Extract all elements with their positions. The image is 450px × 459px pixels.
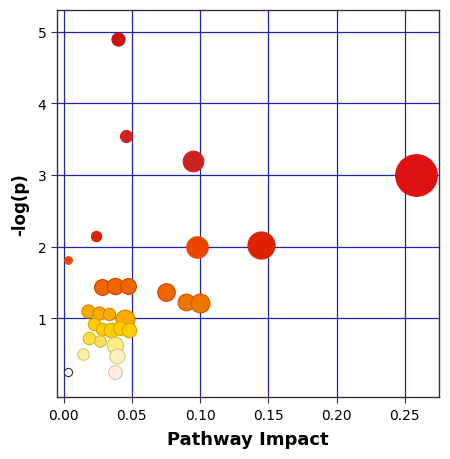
Point: [258, 242, 265, 249]
Point: [98, 284, 105, 291]
Point: [122, 316, 129, 323]
Point: [126, 326, 133, 334]
Point: [115, 36, 122, 43]
Point: [113, 352, 121, 359]
Point: [189, 157, 197, 165]
Point: [412, 172, 419, 179]
Point: [112, 369, 119, 376]
X-axis label: Pathway Impact: Pathway Impact: [167, 430, 328, 448]
Point: [112, 283, 119, 290]
Point: [64, 369, 71, 376]
Point: [194, 243, 201, 251]
Point: [123, 133, 130, 140]
Point: [116, 325, 123, 332]
Point: [95, 309, 103, 317]
Point: [105, 311, 112, 318]
Point: [90, 321, 97, 328]
Point: [85, 308, 92, 315]
Point: [124, 283, 131, 290]
Point: [162, 288, 170, 296]
Point: [97, 337, 104, 344]
Point: [112, 341, 119, 349]
Point: [79, 351, 86, 358]
Point: [86, 335, 93, 342]
Point: [93, 233, 100, 240]
Y-axis label: -log(p): -log(p): [11, 173, 29, 235]
Point: [64, 256, 71, 263]
Point: [183, 298, 190, 306]
Point: [98, 326, 105, 333]
Point: [197, 299, 204, 307]
Point: [108, 326, 115, 334]
